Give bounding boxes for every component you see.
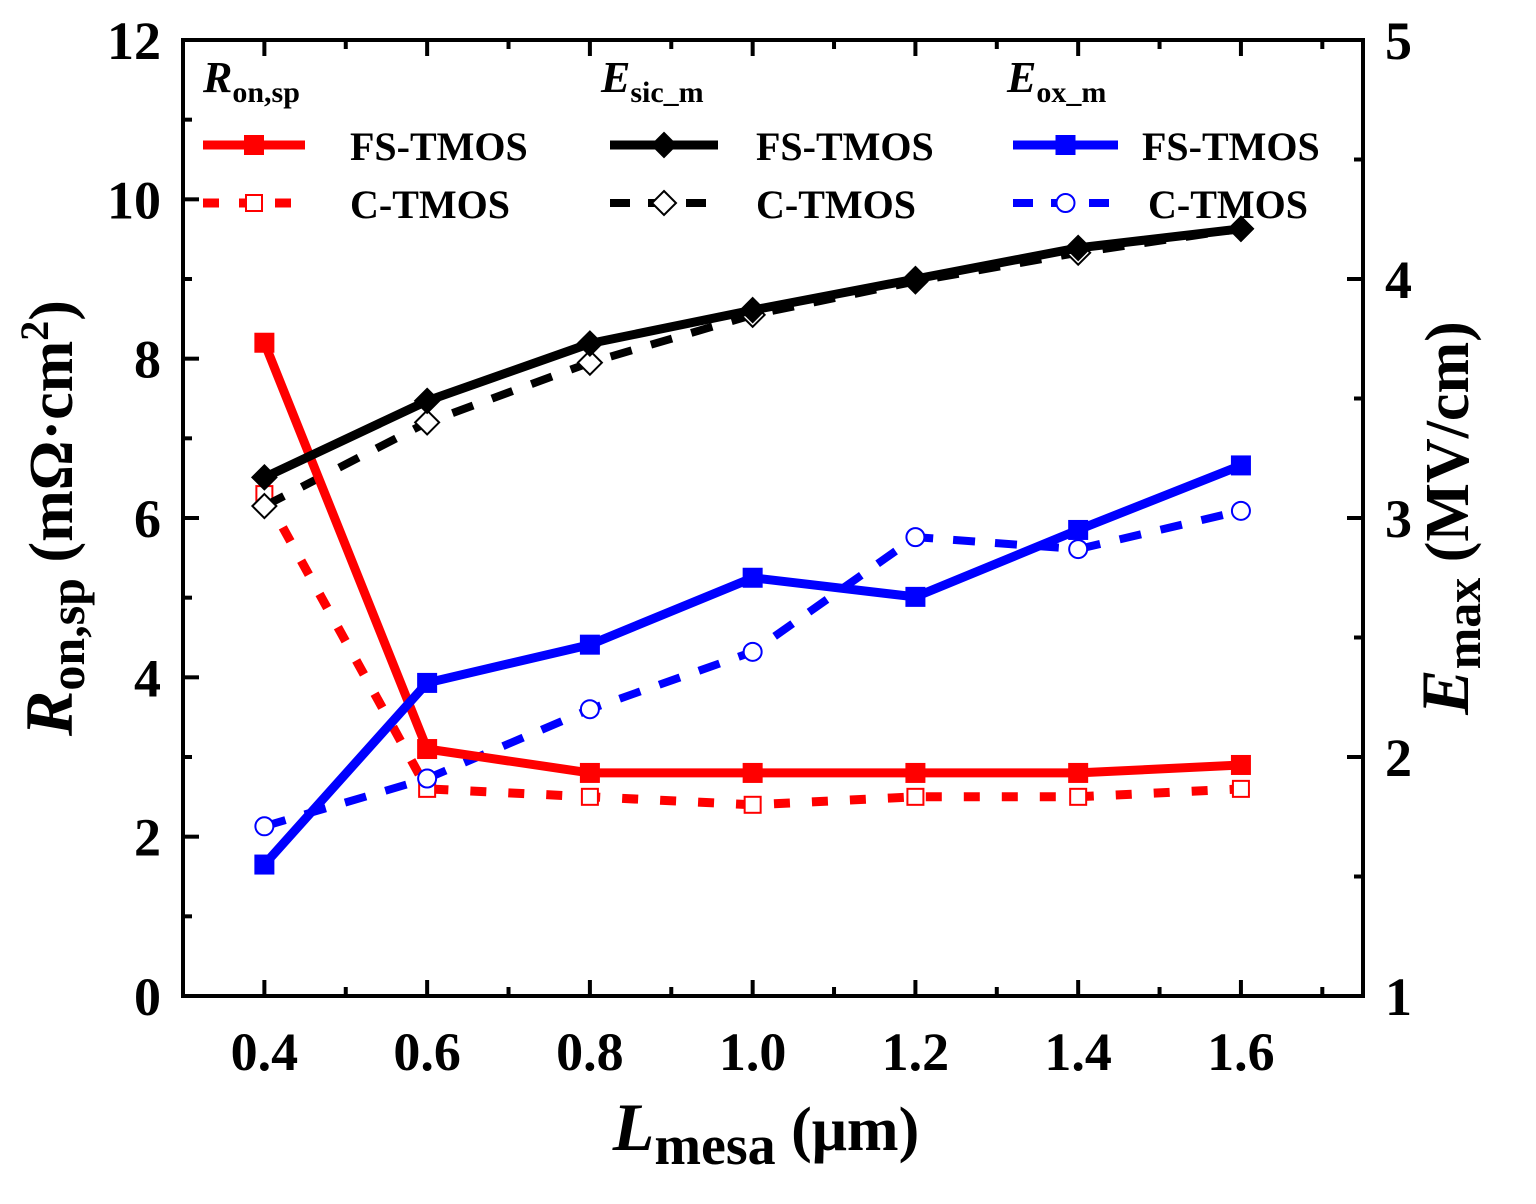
legend: Ron,sp Esic_m Eox_m FS-TMOS C-TMOS FS-TM… <box>202 53 1320 227</box>
legend-label-ron-c: C-TMOS <box>350 182 510 227</box>
y-left-tick-label: 12 <box>107 11 161 71</box>
data-point-series-0 <box>417 739 438 760</box>
data-point-series-2 <box>250 463 278 491</box>
data-point-series-2 <box>413 387 441 415</box>
data-point-series-4 <box>905 586 926 607</box>
x-tick-label: 1.4 <box>1044 1022 1112 1082</box>
legend-swatch-marker-4 <box>1055 135 1076 155</box>
data-point-series-5 <box>905 527 926 548</box>
data-point-series-0 <box>579 762 600 783</box>
legend-label-eox-c: C-TMOS <box>1148 182 1308 227</box>
x-tick-label: 1.0 <box>719 1022 787 1082</box>
series-layer <box>250 215 1255 875</box>
x-tick-label: 1.6 <box>1207 1022 1275 1082</box>
data-point-series-4 <box>254 854 275 875</box>
y-right-tick-label: 2 <box>1385 728 1412 788</box>
data-point-series-2 <box>1227 215 1255 243</box>
data-point-series-5 <box>1230 500 1251 521</box>
legend-label-esic-c: C-TMOS <box>756 182 916 227</box>
y-right-tick-label: 4 <box>1385 250 1412 310</box>
legend-swatch-marker-0 <box>244 135 264 155</box>
legend-swatch-marker-3 <box>650 189 678 217</box>
data-point-series-5 <box>417 768 438 789</box>
data-point-series-0 <box>1068 762 1089 783</box>
y-right-tick-label: 1 <box>1385 967 1412 1027</box>
legend-swatch-marker-2 <box>650 131 678 159</box>
data-point-series-3 <box>413 408 441 436</box>
data-point-series-2 <box>739 296 767 324</box>
x-tick-label: 1.2 <box>882 1022 950 1082</box>
y-right-tick-label: 5 <box>1385 11 1412 71</box>
data-point-series-5 <box>579 699 600 720</box>
legend-label-eox-fs: FS-TMOS <box>1142 124 1320 169</box>
y-left-tick-label: 4 <box>134 648 161 708</box>
y-right-tick-label: 3 <box>1385 489 1412 549</box>
data-point-series-3 <box>250 492 278 520</box>
legend-swatch-marker-1 <box>245 194 263 212</box>
x-tick-label: 0.8 <box>556 1022 624 1082</box>
data-point-series-1 <box>906 787 925 806</box>
series-line-3 <box>262 224 1242 510</box>
legend-label-esic-fs: FS-TMOS <box>756 124 934 169</box>
y-left-tick-label: 6 <box>134 489 161 549</box>
data-point-series-5 <box>254 816 275 837</box>
legend-swatch-marker-5 <box>1055 193 1076 213</box>
data-point-series-0 <box>742 762 763 783</box>
data-point-series-0 <box>905 762 926 783</box>
x-tick-label: 0.6 <box>393 1022 461 1082</box>
data-point-series-0 <box>1230 754 1251 775</box>
data-point-series-5 <box>1068 539 1089 560</box>
data-point-series-1 <box>580 787 599 806</box>
y-left-tick-label: 10 <box>107 170 161 230</box>
data-point-series-1 <box>743 795 762 814</box>
data-point-series-3 <box>576 349 604 377</box>
y-right-axis-title: Emax (MV/cm) <box>1407 321 1491 716</box>
x-tick-label: 0.4 <box>231 1022 299 1082</box>
data-point-series-2 <box>576 330 604 357</box>
data-point-series-1 <box>1231 779 1250 798</box>
legend-swatches <box>203 131 1118 217</box>
data-point-series-2 <box>901 265 929 293</box>
data-point-series-5 <box>742 641 763 662</box>
y-left-tick-label: 8 <box>134 330 161 390</box>
legend-head-ron: Ron,sp <box>202 53 300 109</box>
data-point-series-4 <box>579 634 600 655</box>
data-point-series-4 <box>1230 455 1251 476</box>
legend-head-eox: Eox_m <box>1006 53 1106 109</box>
data-point-series-1 <box>1069 787 1088 806</box>
y-left-tick-label: 0 <box>134 967 161 1027</box>
data-point-series-0 <box>254 332 275 353</box>
legend-label-ron-fs: FS-TMOS <box>350 124 528 169</box>
legend-head-esic: Esic_m <box>600 53 704 109</box>
y-left-tick-label: 2 <box>134 808 161 868</box>
data-point-series-4 <box>742 567 763 588</box>
data-point-series-4 <box>417 672 438 693</box>
data-point-series-2 <box>1064 234 1092 262</box>
series-line-2 <box>262 224 1242 482</box>
data-point-series-4 <box>1068 519 1089 540</box>
x-axis-title: Lmesa (μm) <box>612 1089 919 1177</box>
y-left-axis-title: Ron,sp (mΩ·cm2) <box>11 300 95 737</box>
